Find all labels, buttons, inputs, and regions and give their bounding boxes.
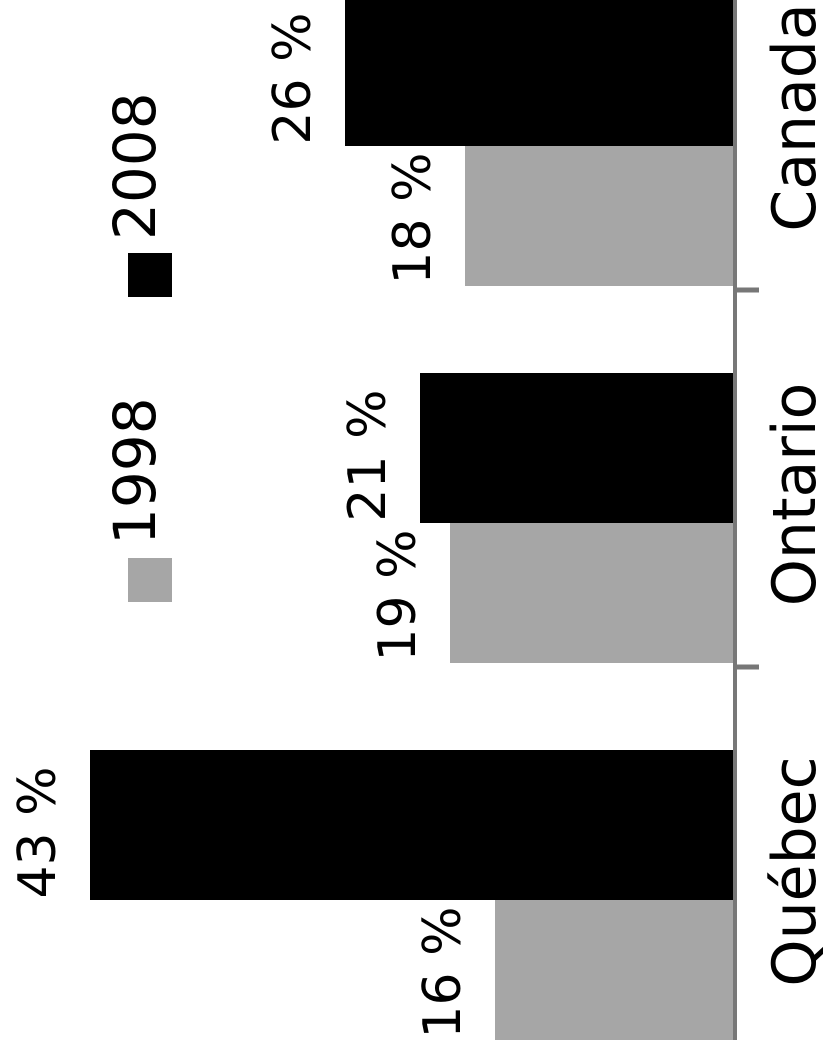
bar-1998-québec (495, 890, 735, 1040)
category-axis (733, 0, 759, 1040)
chart-root: 16 % 43 % 19 % 21 % 18 % 26 % Québec Ontario Ca… (8, 0, 830, 1040)
legend-label-2008: 2008 (101, 92, 169, 240)
bars-layer (90, 0, 735, 1040)
bar-2008-québec (90, 750, 735, 900)
legend-label-1998: 1998 (101, 397, 169, 545)
category-labels-layer: Québec Ontario Canada (760, 3, 830, 986)
category-label-québec: Québec (760, 756, 830, 986)
data-label-1998-ontario: 19 % (368, 529, 428, 661)
legend-swatch-2008 (128, 253, 172, 297)
legend: 1998 2008 (101, 92, 172, 602)
data-label-2008-ontario: 21 % (338, 389, 398, 521)
data-label-1998-québec: 16 % (413, 906, 473, 1038)
data-label-2008-canada: 26 % (263, 12, 323, 144)
data-labels-layer: 16 % 43 % 19 % 21 % 18 % 26 % (8, 12, 473, 1038)
category-label-canada: Canada (760, 3, 830, 231)
legend-swatch-1998 (128, 558, 172, 602)
bar-2008-canada (345, 0, 735, 146)
data-label-1998-canada: 18 % (383, 152, 443, 284)
bar-1998-canada (465, 136, 735, 286)
category-label-ontario: Ontario (760, 383, 830, 607)
bar-1998-ontario (450, 513, 735, 663)
data-label-2008-québec: 43 % (8, 766, 68, 898)
bar-2008-ontario (420, 373, 735, 523)
